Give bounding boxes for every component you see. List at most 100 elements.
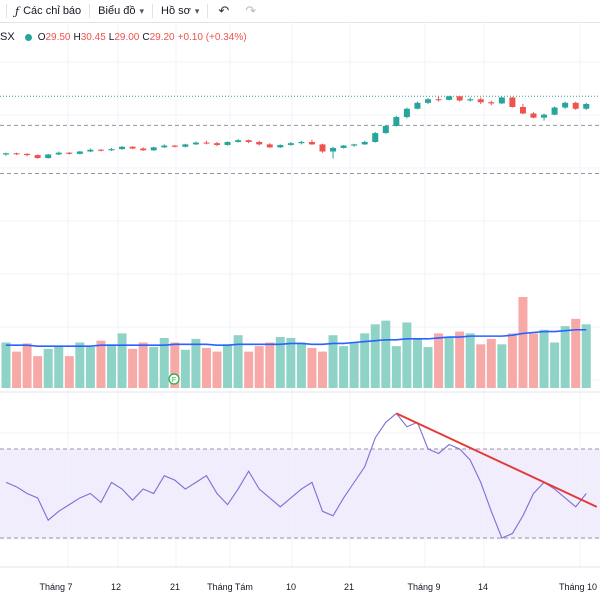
volume-bar — [244, 351, 254, 388]
candle-body — [530, 113, 537, 118]
profile-button[interactable]: Hồ sơ ▾ — [153, 0, 207, 22]
candle-body — [87, 149, 94, 152]
candle-body — [488, 102, 495, 104]
volume-bar — [265, 342, 275, 388]
volume-bar — [560, 326, 570, 388]
volume-bar — [22, 343, 32, 388]
candle-body — [256, 142, 263, 145]
candle-body — [562, 102, 569, 108]
chevron-down-icon: ▾ — [194, 5, 200, 16]
candle-body — [551, 107, 558, 115]
rsi-band — [0, 449, 600, 538]
volume-bar — [12, 351, 22, 388]
candle-body — [351, 144, 358, 146]
toolbar-divider — [152, 4, 154, 18]
high-value: 30.45 — [80, 31, 106, 43]
symbol-label: SX — [0, 31, 15, 43]
volume-bar — [96, 340, 106, 388]
chart-toolbar: ƒ Các chỉ báo Biểu đồ ▾ Hồ sơ ▾ ↶ ↷ — [0, 0, 600, 23]
high-label: H — [73, 31, 81, 43]
candle-body — [266, 144, 273, 148]
candle-body — [372, 133, 379, 142]
profile-label: Hồ sơ — [161, 5, 191, 17]
candle-body — [414, 102, 421, 109]
toolbar-divider — [89, 4, 91, 18]
volume-bars — [1, 297, 591, 388]
open-label: O — [37, 31, 46, 43]
rsi-line — [5, 412, 587, 539]
volume-bar — [434, 333, 444, 388]
volume-bar — [117, 333, 127, 388]
volume-bar — [180, 349, 190, 388]
volume-bar — [381, 320, 391, 388]
volume-bar — [149, 347, 159, 388]
candle-body — [498, 97, 505, 104]
volume-bar — [518, 297, 528, 388]
volume-bar — [159, 337, 169, 388]
candle-body — [583, 104, 590, 109]
volume-bar — [328, 335, 338, 388]
volume-bar — [296, 342, 306, 388]
candle-body — [287, 143, 294, 145]
volume-bar — [402, 322, 412, 388]
volume-bar — [64, 356, 74, 388]
price-chart[interactable]: Tháng 7 12 21 Tháng Tám 10 21 Tháng 9 14 Tháng 1… — [0, 22, 600, 600]
time-axis-label: 14 — [478, 582, 488, 592]
candle-body — [203, 142, 210, 144]
candle-body — [361, 142, 368, 145]
candle-body — [382, 125, 389, 134]
time-axis-label: Tháng 7 — [39, 582, 72, 592]
volume-bar — [455, 331, 465, 388]
volume-bar — [465, 333, 475, 388]
candle-body — [509, 97, 516, 107]
ohlc-legend: SX O 29.50 H 30.45 L 29.00 C 29.20 +0.10… — [0, 29, 250, 45]
redo-button[interactable]: ↷ — [239, 0, 262, 22]
time-axis-label: 21 — [344, 582, 354, 592]
time-axis-label: 10 — [286, 582, 296, 592]
volume-bar — [318, 351, 327, 388]
candle-body — [425, 99, 431, 103]
candle-body — [24, 153, 31, 156]
open-value: 29.50 — [45, 31, 71, 43]
volume-bar — [476, 344, 486, 388]
candle-body — [224, 142, 231, 145]
svg-text:F: F — [172, 377, 176, 384]
volume-bar — [497, 344, 507, 388]
volume-bar — [339, 346, 349, 388]
volume-bar — [550, 342, 560, 388]
candle-body — [13, 153, 20, 155]
candle-body — [446, 96, 453, 100]
candle-body — [171, 145, 178, 147]
candle-body — [330, 147, 337, 152]
volume-bar — [370, 324, 380, 388]
volume-bar — [170, 342, 180, 388]
volume-bar — [201, 347, 211, 388]
candle-body — [308, 142, 315, 145]
volume-bar — [212, 351, 222, 388]
volume-bar — [107, 344, 116, 388]
candle-body — [192, 142, 199, 145]
undo-button[interactable]: ↶ — [208, 0, 239, 22]
chart-type-button[interactable]: Biểu đồ ▾ — [90, 0, 152, 22]
volume-bar — [1, 342, 11, 388]
close-label: C — [142, 31, 150, 43]
indicators-button[interactable]: ƒ Các chỉ báo — [7, 0, 89, 22]
candle-body — [235, 140, 242, 142]
volume-bar — [391, 346, 401, 388]
close-value: 29.20 — [149, 31, 175, 43]
candle-body — [393, 117, 400, 126]
candle-body — [182, 144, 189, 147]
volume-bar — [444, 337, 454, 388]
f-marker[interactable]: F — [168, 373, 180, 385]
candle-body — [129, 146, 136, 149]
volume-bar — [486, 338, 496, 388]
change-value: +0.10 (+0.34%) — [177, 31, 247, 43]
volume-bar — [307, 347, 317, 388]
volume-bar — [581, 324, 591, 388]
volume-bar — [85, 347, 95, 388]
chart-label: Biểu đồ — [98, 5, 136, 17]
volume-bar — [423, 347, 433, 388]
volume-bar — [191, 338, 201, 388]
time-axis-label: Tháng Tám — [207, 582, 253, 592]
volume-bar — [571, 318, 581, 388]
